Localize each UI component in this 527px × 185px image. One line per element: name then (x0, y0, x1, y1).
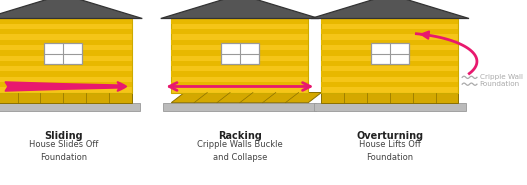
Text: Overturning: Overturning (356, 131, 424, 141)
FancyBboxPatch shape (314, 103, 466, 111)
FancyBboxPatch shape (171, 50, 308, 56)
Polygon shape (161, 0, 319, 18)
Polygon shape (321, 92, 458, 103)
FancyBboxPatch shape (0, 103, 140, 111)
Text: Sliding: Sliding (44, 131, 83, 141)
FancyBboxPatch shape (0, 61, 132, 66)
FancyBboxPatch shape (171, 40, 308, 45)
FancyBboxPatch shape (171, 18, 308, 92)
FancyBboxPatch shape (44, 43, 82, 64)
Text: Racking: Racking (218, 131, 262, 141)
FancyBboxPatch shape (321, 18, 458, 92)
FancyBboxPatch shape (171, 82, 308, 87)
FancyBboxPatch shape (321, 29, 458, 34)
FancyBboxPatch shape (0, 29, 132, 34)
FancyBboxPatch shape (0, 18, 132, 92)
FancyBboxPatch shape (0, 40, 132, 45)
FancyBboxPatch shape (171, 18, 308, 24)
FancyBboxPatch shape (171, 29, 308, 34)
Polygon shape (0, 0, 142, 18)
FancyBboxPatch shape (321, 50, 458, 56)
FancyBboxPatch shape (0, 50, 132, 56)
Text: Foundation: Foundation (480, 81, 520, 87)
FancyBboxPatch shape (321, 71, 458, 77)
Text: Cripple Wall: Cripple Wall (480, 74, 523, 80)
FancyBboxPatch shape (171, 61, 308, 66)
FancyBboxPatch shape (163, 103, 316, 111)
Text: House Slides Off
Foundation: House Slides Off Foundation (28, 140, 98, 162)
FancyBboxPatch shape (321, 82, 458, 87)
FancyBboxPatch shape (171, 71, 308, 77)
FancyBboxPatch shape (321, 61, 458, 66)
FancyBboxPatch shape (321, 18, 458, 24)
Polygon shape (311, 0, 469, 18)
Polygon shape (171, 92, 321, 103)
FancyBboxPatch shape (321, 40, 458, 45)
Text: House Lifts Off
Foundation: House Lifts Off Foundation (359, 140, 421, 162)
FancyBboxPatch shape (0, 71, 132, 77)
FancyBboxPatch shape (0, 18, 132, 24)
Polygon shape (0, 92, 132, 103)
Text: Cripple Walls Buckle
and Collapse: Cripple Walls Buckle and Collapse (197, 140, 282, 162)
FancyBboxPatch shape (221, 43, 259, 64)
FancyBboxPatch shape (0, 82, 132, 87)
FancyBboxPatch shape (371, 43, 409, 64)
